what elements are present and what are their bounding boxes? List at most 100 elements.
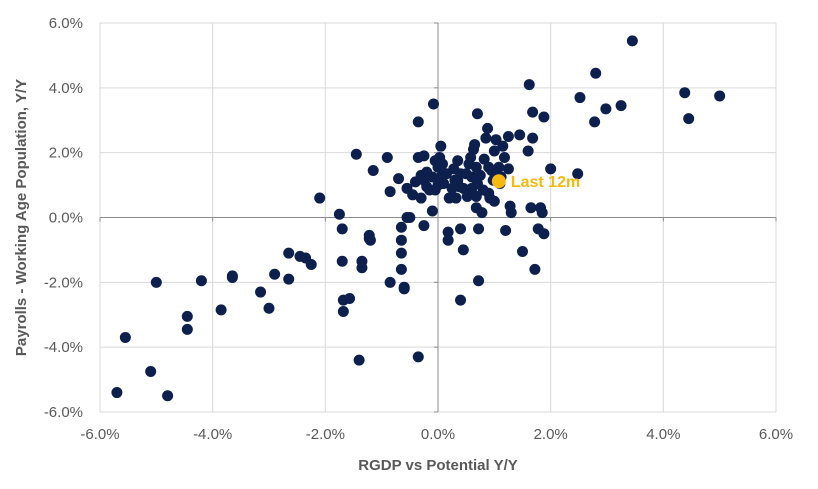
data-point <box>488 145 500 157</box>
x-tick-label: -2.0% <box>306 426 345 443</box>
data-point <box>476 207 488 219</box>
data-point <box>714 90 726 102</box>
data-point <box>471 108 483 120</box>
data-point <box>418 150 430 162</box>
x-tick-label: 6.0% <box>759 426 793 443</box>
data-point <box>497 140 509 152</box>
data-point <box>480 132 492 144</box>
axes <box>99 22 777 413</box>
data-point <box>438 177 450 189</box>
data-point <box>455 223 467 235</box>
data-point <box>314 192 326 204</box>
data-point <box>525 202 537 214</box>
y-tick-label: -6.0% <box>44 404 83 421</box>
x-tick-label: 4.0% <box>646 426 680 443</box>
y-tick-label: 2.0% <box>49 145 83 162</box>
data-point <box>427 98 439 110</box>
data-point <box>283 247 295 259</box>
data-point <box>395 247 407 259</box>
data-point <box>426 205 438 217</box>
data-point <box>442 234 454 246</box>
data-points <box>111 35 726 402</box>
data-point <box>181 310 193 322</box>
data-point <box>527 106 539 118</box>
data-point <box>356 262 368 274</box>
data-point <box>395 221 407 233</box>
data-point <box>119 331 131 343</box>
data-point <box>457 244 469 256</box>
data-point <box>502 163 514 175</box>
data-point <box>395 263 407 275</box>
data-point <box>337 306 349 318</box>
data-point <box>150 276 162 288</box>
data-point <box>426 171 438 183</box>
data-point <box>111 387 123 399</box>
data-point <box>600 103 612 115</box>
data-point <box>333 208 345 220</box>
data-point <box>572 168 584 180</box>
data-point <box>283 273 295 285</box>
data-point <box>545 163 557 175</box>
data-point <box>364 234 376 246</box>
data-point <box>344 293 356 305</box>
y-axis-title: Payrolls - Working Age Population, Y/Y <box>13 79 30 356</box>
data-point <box>162 390 174 402</box>
data-point <box>269 268 281 280</box>
data-point <box>536 207 548 219</box>
tick-labels: -6.0% -4.0% -2.0% 0.0% 2.0% 4.0% 6.0% -6.0% -4.0… <box>44 15 793 443</box>
data-point <box>473 223 485 235</box>
data-point <box>522 145 534 157</box>
data-point <box>615 100 627 112</box>
last-12m-label: Last 12m <box>511 174 580 191</box>
data-point <box>529 263 541 275</box>
last-12m-point <box>491 174 506 189</box>
data-point <box>574 92 586 104</box>
data-point <box>407 189 419 201</box>
data-point <box>679 87 691 99</box>
data-point <box>395 234 407 246</box>
data-point <box>305 259 317 271</box>
data-point <box>263 302 275 314</box>
data-point <box>452 155 464 167</box>
data-point <box>473 275 485 287</box>
data-point <box>517 246 528 258</box>
data-point <box>255 286 267 298</box>
data-point <box>442 226 454 238</box>
y-tick-label: 4.0% <box>49 80 83 97</box>
data-point <box>523 79 535 91</box>
y-tick-label: -2.0% <box>44 274 83 291</box>
data-point <box>589 116 601 128</box>
x-tick-label: 0.0% <box>421 426 455 443</box>
data-point <box>590 67 602 79</box>
data-point <box>336 255 348 267</box>
data-point <box>482 122 494 134</box>
x-tick-label: -4.0% <box>193 426 232 443</box>
data-point <box>384 276 396 288</box>
data-point <box>393 173 405 185</box>
data-point <box>412 116 424 128</box>
data-point <box>350 148 362 160</box>
data-point <box>412 351 424 363</box>
data-point <box>500 224 512 236</box>
data-point <box>538 111 550 123</box>
data-point <box>493 161 505 173</box>
y-tick-label: -4.0% <box>44 339 83 356</box>
data-point <box>226 271 238 283</box>
data-point <box>435 140 447 152</box>
data-point <box>353 354 365 366</box>
data-point <box>450 192 462 204</box>
data-point <box>415 192 427 204</box>
data-point <box>488 195 500 207</box>
x-tick-label: -6.0% <box>80 426 119 443</box>
data-point <box>474 169 486 181</box>
data-point <box>437 158 449 170</box>
x-tick-label: 2.0% <box>534 426 568 443</box>
data-point <box>418 220 430 232</box>
data-point <box>367 164 379 176</box>
data-point <box>398 283 410 295</box>
data-point <box>626 35 638 47</box>
y-tick-label: 6.0% <box>49 15 83 32</box>
data-point <box>683 113 695 125</box>
data-point <box>384 186 396 198</box>
